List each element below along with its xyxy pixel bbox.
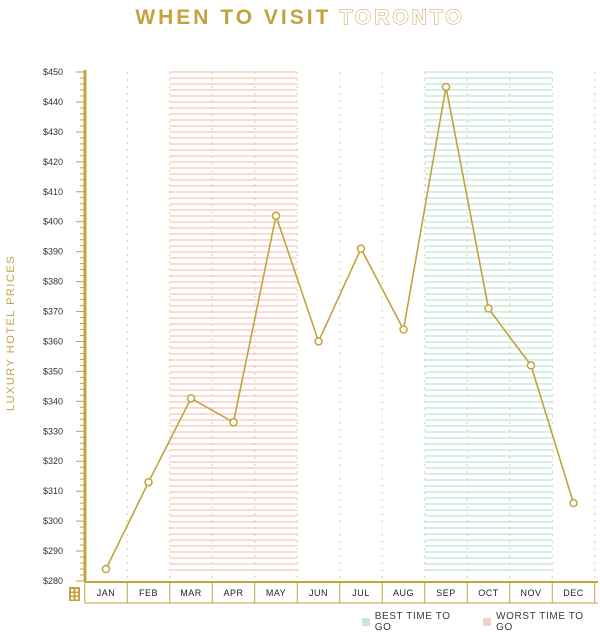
x-tick-label: JAN [97,588,116,598]
data-point [186,394,196,403]
y-tick-label: $300 [43,516,63,526]
x-tick-label: OCT [478,588,499,598]
y-tick-label: $280 [43,576,63,586]
y-tick-label: $440 [43,97,63,107]
data-point [229,418,238,427]
y-tick-label: $430 [43,127,63,137]
y-tick-label: $360 [43,336,63,346]
legend: BEST TIME TO GO WORST TIME TO GO [362,611,600,633]
building-icon [69,587,80,601]
legend-best: BEST TIME TO GO [362,611,467,633]
x-tick-label: AUG [393,588,414,598]
data-point [314,337,323,346]
title-part-1: WHEN TO VISIT [135,6,332,29]
legend-worst: WORST TIME TO GO [483,611,600,633]
y-tick-label: $370 [43,307,63,317]
chart-title: WHEN TO VISIT TORONTO [0,6,600,30]
y-tick-label: $320 [43,456,63,466]
x-tick-label: FEB [139,588,158,598]
y-tick-label: $350 [43,366,63,376]
data-point [441,82,451,92]
y-tick-label: $410 [43,187,63,197]
legend-worst-swatch [483,618,492,626]
data-point [569,498,578,508]
data-point [101,564,111,574]
x-tick-label: SEP [436,588,456,598]
y-tick-label: $340 [43,396,63,406]
y-tick-label: $420 [43,157,63,167]
x-tick-label: APR [223,588,243,598]
y-tick-label: $390 [43,247,63,257]
series-line [105,86,575,570]
x-tick-label: JUL [352,588,370,598]
data-point [484,304,493,313]
x-tick-label: MAY [266,588,286,598]
y-tick-label: $380 [43,277,63,287]
data-point [271,211,281,220]
y-tick-label: $450 [43,67,63,77]
legend-best-swatch [362,618,370,626]
y-axis-minor-ticks [76,71,85,582]
y-tick-label: $330 [43,426,63,436]
vertical-grid [126,72,596,581]
data-point [526,361,536,370]
x-tick-label: NOV [520,588,541,598]
y-axis-label: LUXURY HOTEL PRICES [5,255,17,411]
legend-best-label: BEST TIME TO GO [374,611,451,633]
y-tick-label: $310 [43,486,63,496]
x-tick-label: DEC [563,588,584,598]
x-tick-label: JUN [309,588,328,598]
worst-time-band [169,71,298,571]
data-point [356,244,366,253]
data-point [144,477,153,487]
data-point [399,325,408,334]
x-tick-label: MAR [180,588,202,598]
best-time-band [424,71,553,571]
legend-worst-label: WORST TIME TO GO [496,611,584,633]
y-tick-label: $290 [43,546,63,556]
y-tick-label: $400 [43,217,63,227]
title-part-2: TORONTO [339,6,465,30]
